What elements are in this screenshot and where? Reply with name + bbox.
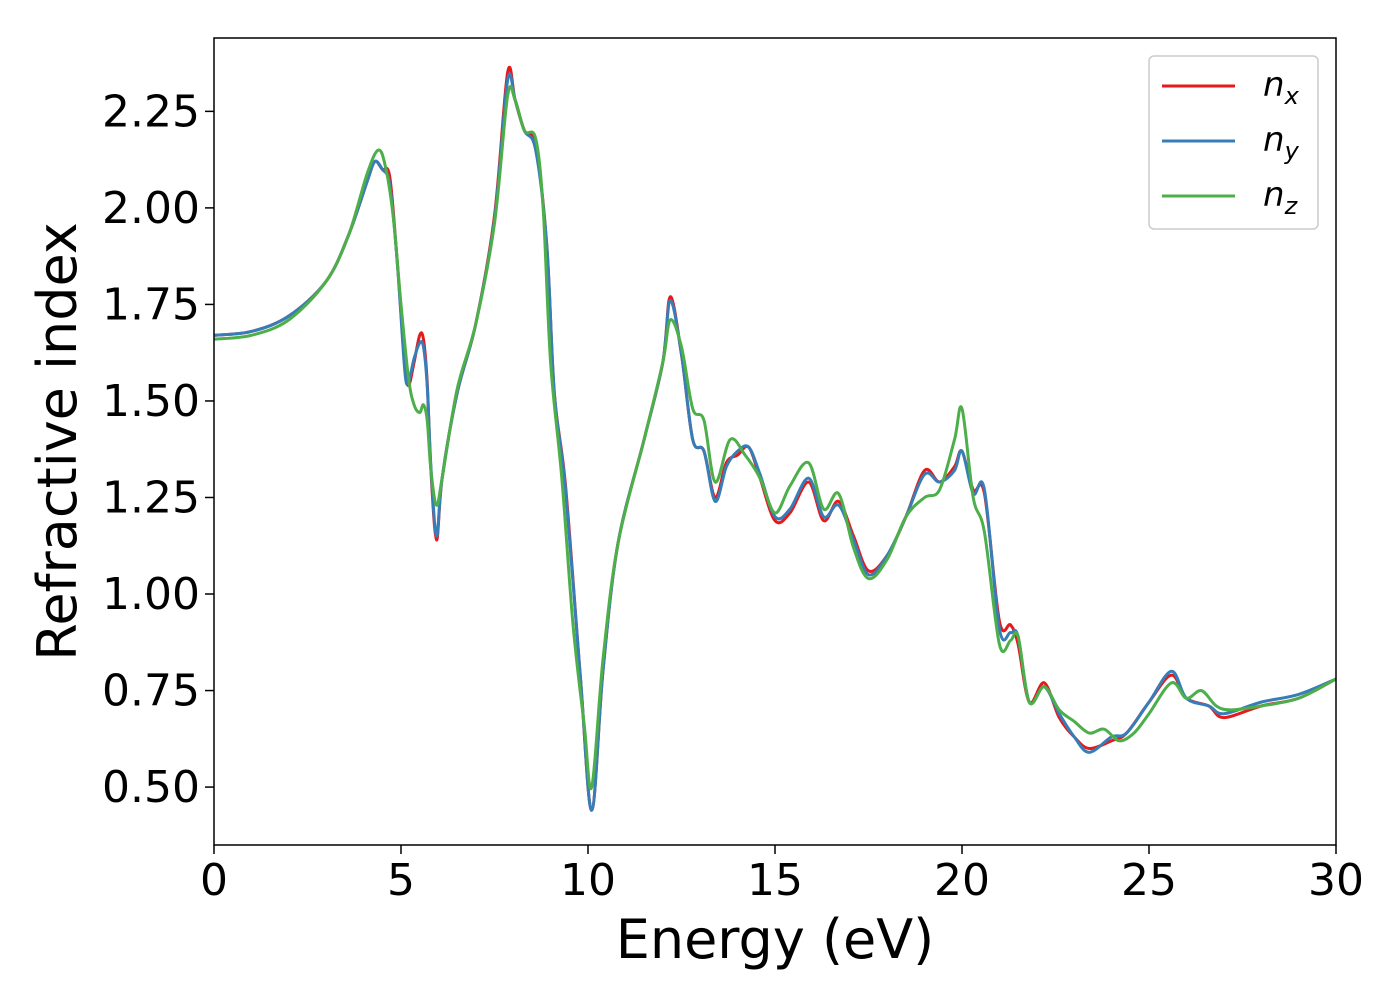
y-tick-label: 0.50 (102, 762, 200, 813)
y-tick-label: 2.25 (102, 86, 200, 137)
x-axis-label: Energy (eV) (616, 908, 935, 971)
x-tick-label: 30 (1308, 855, 1364, 906)
legend-label-x: nx (1263, 65, 1300, 110)
y-tick-label: 2.00 (102, 183, 200, 234)
y-axis-label: Refractive index (26, 222, 89, 661)
series-line-z (214, 85, 1336, 791)
x-tick-label: 10 (560, 855, 616, 906)
legend: nx ny nz (1148, 55, 1319, 230)
x-tick-label: 25 (1121, 855, 1177, 906)
y-tick-label: 1.00 (102, 569, 200, 620)
y-tick-label: 1.75 (102, 279, 200, 330)
y-tick-label: 1.25 (102, 472, 200, 523)
legend-label-y: ny (1263, 120, 1300, 165)
y-tick-label: 1.50 (102, 376, 200, 427)
legend-label-z: nz (1263, 175, 1299, 220)
x-tick-label: 20 (934, 855, 990, 906)
x-tick-label: 0 (200, 855, 228, 906)
x-tick-label: 5 (387, 855, 415, 906)
series-lines (214, 65, 1336, 812)
x-tick-label: 15 (747, 855, 803, 906)
y-tick-label: 0.75 (102, 666, 200, 717)
axis-ticks: 0 5 10 15 20 25 30 0.50 0.75 1.00 1.25 1.50 1.75 2.00… (102, 86, 1364, 906)
